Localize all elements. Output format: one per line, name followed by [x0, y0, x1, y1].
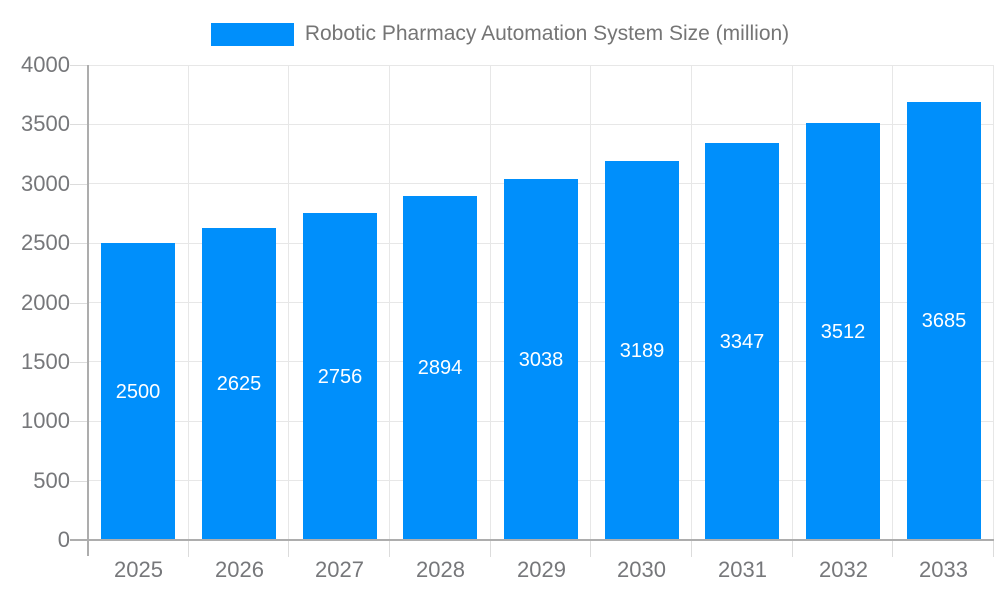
y-axis-label: 0	[57, 527, 70, 552]
x-axis-label: 2032	[819, 557, 868, 582]
legend-swatch	[210, 22, 294, 46]
x-gridline	[590, 65, 591, 540]
y-tick	[70, 361, 87, 363]
bar-value-label: 2756	[317, 366, 363, 388]
y-axis-line	[87, 65, 89, 556]
bar-2028[interactable]: 2894	[403, 196, 477, 540]
y-tick	[70, 302, 87, 304]
x-axis-label: 2029	[517, 557, 566, 582]
y-axis-label: 4000	[21, 52, 70, 77]
y-tick	[70, 243, 87, 245]
plot-area: 2500 2625 2756 2894 3038 3189 3347 3512 3685	[88, 64, 994, 540]
x-gridline	[188, 65, 189, 540]
y-axis-label: 2500	[21, 230, 70, 256]
y-gridline	[88, 64, 994, 66]
bar-value-label: 3347	[719, 331, 765, 353]
x-axis-label: 2030	[617, 557, 666, 582]
y-tick	[70, 421, 87, 423]
x-gridline	[691, 65, 692, 540]
y-gridline	[88, 123, 994, 125]
bar-value-label: 3189	[619, 340, 665, 362]
x-tick	[590, 541, 591, 557]
y-axis-label: 2000	[21, 289, 70, 315]
x-axis-label: 2026	[215, 557, 264, 582]
y-tick	[70, 183, 87, 185]
y-tick	[70, 480, 87, 482]
bar-2031[interactable]: 3347	[705, 143, 779, 540]
y-axis-label: 3500	[21, 111, 70, 137]
bar-2033[interactable]: 3685	[907, 102, 981, 540]
x-gridline	[490, 65, 491, 540]
legend-item[interactable]: Robotic Pharmacy Automation System Size …	[0, 21, 1000, 47]
x-axis-line	[70, 539, 994, 541]
bar-value-label: 3512	[820, 321, 866, 343]
x-axis-label: 2025	[114, 557, 163, 582]
x-axis-label: 2028	[416, 557, 465, 582]
bar-value-label: 2625	[216, 373, 262, 395]
x-axis-label: 2027	[315, 557, 364, 582]
y-axis-label: 3000	[21, 170, 70, 196]
legend-label: Robotic Pharmacy Automation System Size …	[304, 22, 790, 45]
x-axis-label: 2033	[919, 557, 968, 582]
y-axis-label: 1500	[21, 348, 70, 374]
x-tick	[490, 541, 491, 557]
bar-2032[interactable]: 3512	[806, 123, 880, 540]
x-gridline	[892, 65, 893, 540]
x-axis-label: 2031	[718, 557, 767, 582]
y-tick	[70, 65, 87, 66]
bar-2030[interactable]: 3189	[605, 161, 679, 540]
x-gridline	[389, 65, 390, 540]
x-gridline	[288, 65, 289, 540]
x-tick	[892, 541, 893, 557]
x-tick	[792, 541, 793, 557]
bar-2026[interactable]: 2625	[202, 228, 276, 540]
bar-2027[interactable]: 2756	[303, 213, 377, 540]
x-tick	[691, 541, 692, 557]
x-gridline	[792, 65, 793, 540]
x-tick	[188, 541, 189, 557]
bar-2025[interactable]: 2500	[101, 243, 175, 540]
bar-2029[interactable]: 3038	[504, 179, 578, 540]
y-axis-label: 1000	[21, 408, 70, 434]
bar-value-label: 2894	[417, 357, 463, 379]
x-tick	[288, 541, 289, 557]
x-tick	[993, 541, 994, 557]
bar-value-label: 3038	[518, 349, 564, 371]
y-tick	[70, 124, 87, 126]
bar-value-label: 3685	[921, 310, 967, 332]
bar-value-label: 2500	[115, 381, 161, 403]
x-gridline	[993, 65, 994, 540]
x-tick	[389, 541, 390, 557]
y-axis-label: 500	[33, 467, 70, 493]
